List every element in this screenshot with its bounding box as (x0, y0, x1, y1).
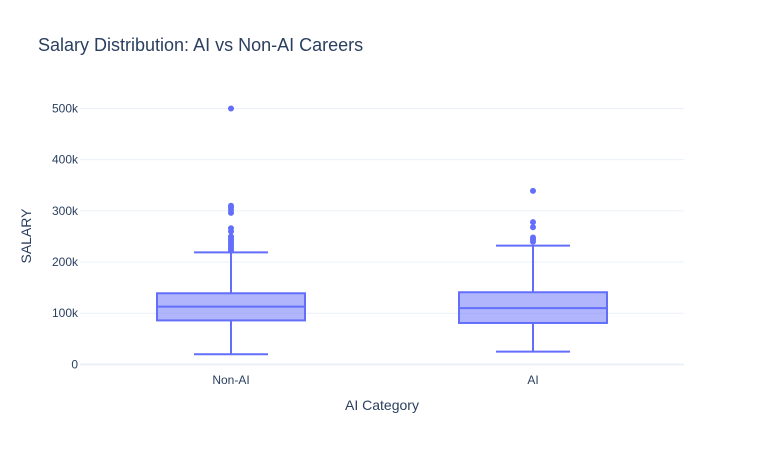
y-axis-ticks: 0 100k 200k 300k 400k 500k (52, 101, 79, 371)
chart-title: Salary Distribution: AI vs Non-AI Career… (38, 35, 363, 55)
x-axis-title: AI Category (345, 397, 419, 413)
boxes (156, 105, 608, 356)
outlier-point (228, 202, 234, 209)
y-tick-label: 0 (71, 357, 78, 371)
outlier-point (530, 219, 536, 226)
outlier-point (530, 187, 536, 194)
x-tick-label: AI (527, 373, 538, 387)
y-tick-label: 300k (52, 204, 79, 218)
outlier-point (530, 234, 536, 241)
outlier-point (228, 105, 234, 112)
gridlines (80, 107, 684, 366)
box-ai (458, 187, 608, 353)
outlier-point (228, 225, 234, 232)
outlier-point (530, 224, 536, 231)
y-tick-label: 200k (52, 255, 79, 269)
outlier-point (228, 233, 234, 240)
y-tick-label: 100k (52, 306, 79, 320)
y-axis-title: SALARY (18, 208, 34, 264)
box-non-ai (156, 105, 306, 356)
y-tick-label: 400k (52, 153, 79, 167)
y-tick-label: 500k (52, 101, 79, 115)
x-tick-label: Non-AI (212, 373, 249, 387)
x-axis-ticks: Non-AI AI (212, 373, 538, 387)
